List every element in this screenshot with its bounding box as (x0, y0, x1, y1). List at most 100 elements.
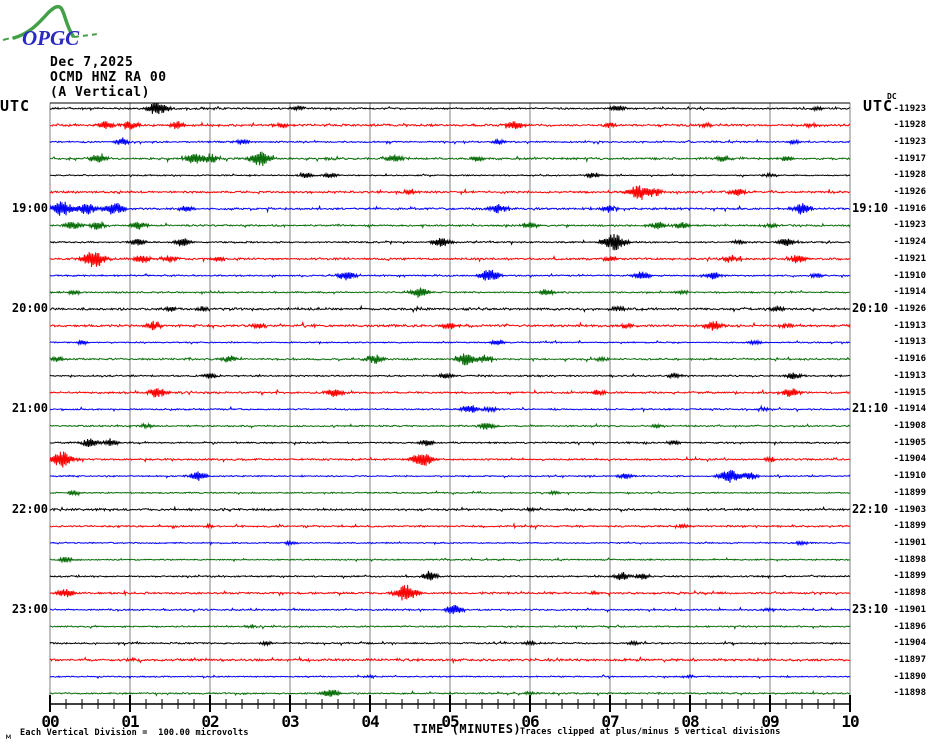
dc-value: -11928 (893, 120, 926, 131)
dc-value: -11917 (893, 153, 926, 164)
dc-value: -11914 (893, 404, 926, 415)
dc-value: -11921 (893, 253, 926, 264)
trace-end-label: 23:10 (852, 601, 889, 616)
dc-value: -11890 (893, 671, 926, 682)
x-tick-label: 06 (521, 712, 539, 731)
seismogram-trace (49, 233, 851, 251)
x-tick-label: 07 (601, 712, 619, 731)
trace-end-label: 20:10 (852, 301, 889, 316)
x-tick-label: 08 (681, 712, 699, 731)
seismogram-trace (50, 469, 851, 483)
seismogram-trace (49, 539, 851, 547)
seismogram-trace (49, 624, 851, 630)
seismogram-trace (49, 269, 851, 281)
dc-value: -11898 (893, 554, 926, 565)
utc-left-header: UTC (0, 97, 31, 115)
dc-value: -11928 (893, 170, 926, 181)
dc-value: -11916 (893, 203, 926, 214)
seismogram-trace (49, 438, 851, 447)
dc-value: -11913 (893, 370, 926, 381)
seismogram-trace (49, 604, 851, 615)
dc-value: -11903 (893, 504, 926, 515)
dc-value: -11898 (893, 588, 926, 599)
dc-value: -11924 (893, 237, 926, 248)
trace-end-label: 22:10 (852, 501, 889, 516)
hour-label: 21:00 (11, 401, 48, 416)
component-label: (A Vertical) (50, 85, 150, 100)
dc-value: -11926 (893, 304, 926, 315)
seismogram-trace (49, 404, 851, 414)
dc-value: -11905 (893, 437, 926, 448)
opgc-logo: OPGC (2, 4, 99, 50)
seismogram-trace (49, 689, 851, 697)
dc-value: -11914 (893, 287, 926, 298)
x-tick-label: 00 (41, 712, 59, 731)
seismogram-trace (49, 137, 851, 146)
dc-value: -11899 (893, 487, 926, 498)
dc-value: -11896 (893, 621, 926, 632)
dc-value: -11913 (893, 337, 926, 348)
x-tick-label: 10 (841, 712, 859, 731)
seismogram-trace (49, 353, 851, 366)
dc-value: -11897 (893, 654, 926, 665)
dc-value: -11915 (893, 387, 926, 398)
seismogram-trace (49, 338, 851, 347)
hour-label: 19:00 (11, 200, 48, 215)
seismogram-trace (49, 422, 851, 430)
dc-value: -11899 (893, 571, 926, 582)
seismogram-trace (49, 570, 851, 581)
dc-value: -11901 (893, 537, 926, 548)
seismogram-trace (49, 451, 851, 468)
trace-end-label: 21:10 (852, 401, 889, 416)
seismogram-trace (49, 489, 851, 497)
seismogram-trace (49, 251, 851, 268)
x-tick-label: 05 (441, 712, 459, 731)
dc-label: DC (887, 92, 897, 101)
seismogram-trace (49, 171, 851, 179)
x-tick-label: 03 (281, 712, 299, 731)
x-tick-label: 01 (121, 712, 139, 731)
seismogram-trace (49, 102, 851, 115)
x-tick-label: 09 (761, 712, 779, 731)
seismogram-trace (49, 372, 851, 380)
dc-value: -11916 (893, 354, 926, 365)
dc-value: -11904 (893, 638, 926, 649)
logo-text: OPGC (22, 26, 80, 50)
dc-value: -11898 (893, 688, 926, 699)
title-date: Dec 7,2025 (50, 55, 134, 70)
dc-value: -11923 (893, 136, 926, 147)
hour-label: 23:00 (11, 601, 48, 616)
hour-label: 22:00 (11, 501, 48, 516)
dc-value: -11926 (893, 187, 926, 198)
seismogram-trace (49, 185, 851, 200)
seismogram-trace (49, 320, 851, 331)
dc-value: -11923 (893, 220, 926, 231)
scale-caption: Each Vertical Division = 100.00 microvol… (20, 728, 249, 738)
seismogram-trace (49, 304, 851, 314)
utc-right-header: UTC (863, 97, 894, 115)
seismogram-trace (49, 388, 851, 398)
seismogram-trace (49, 221, 851, 230)
seismogram-trace (49, 584, 851, 601)
seismogram-trace (49, 151, 851, 167)
seismogram-trace (49, 505, 851, 514)
x-tick-label: 02 (201, 712, 219, 731)
seismogram-trace (49, 120, 851, 130)
seismogram-trace (49, 201, 851, 216)
dc-value: -11899 (893, 521, 926, 532)
x-tick-label: 04 (361, 712, 379, 731)
dc-value: -11923 (893, 103, 926, 114)
dc-value: -11901 (893, 604, 926, 615)
station-code: OCMD HNZ RA 00 (50, 70, 167, 85)
clip-caption: Traces clipped at plus/minus 5 vertical … (520, 727, 781, 737)
seismogram-trace (49, 673, 851, 680)
seismogram-trace (49, 639, 851, 647)
dc-value: -11910 (893, 270, 926, 281)
dc-value: -11910 (893, 471, 926, 482)
dc-value: -11904 (893, 454, 926, 465)
x-axis-label: TIME (MINUTES) (413, 722, 522, 736)
seismogram-trace (49, 655, 851, 665)
dc-value: -11908 (893, 420, 926, 431)
